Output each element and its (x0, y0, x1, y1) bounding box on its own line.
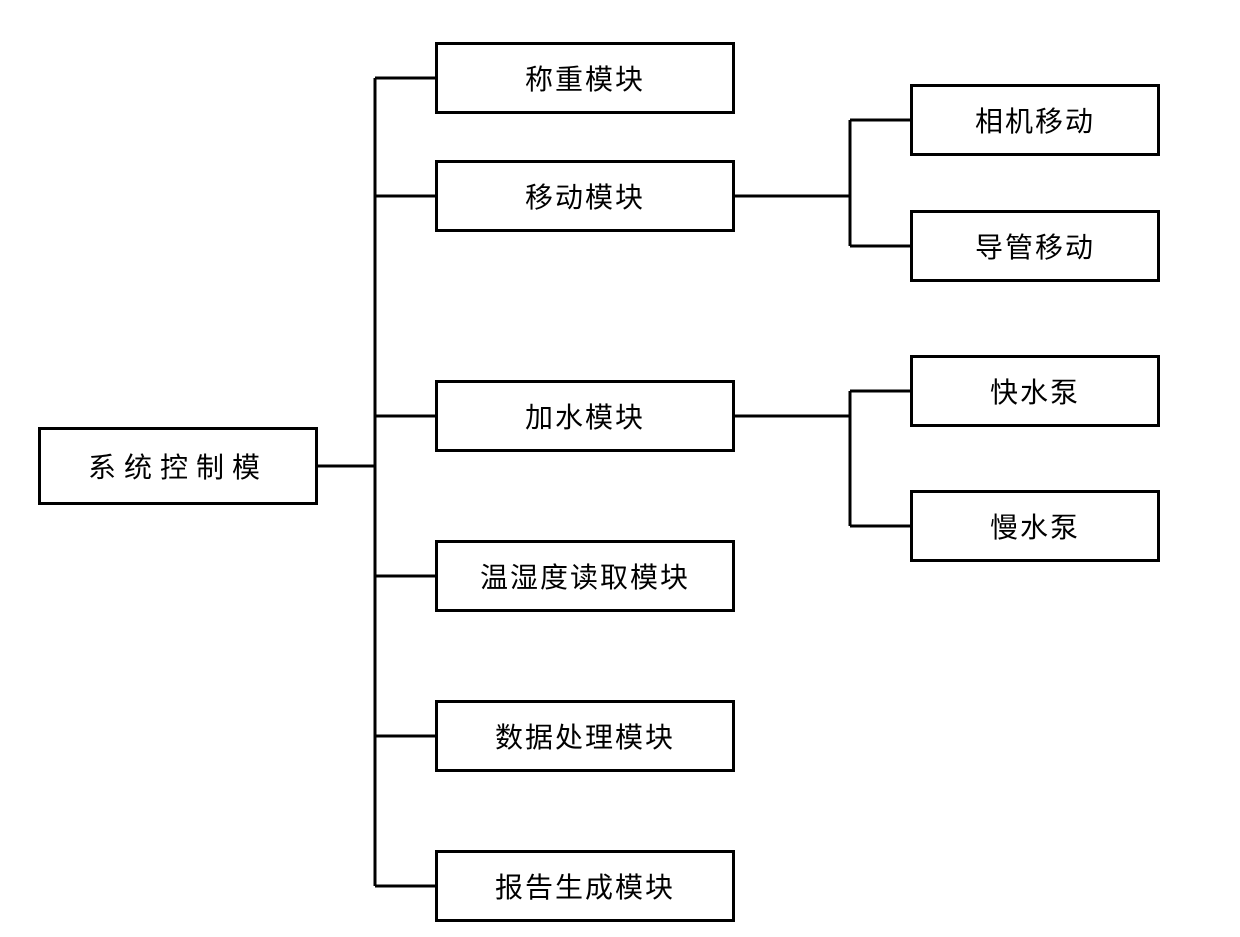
temphumid-label: 温湿度读取模块 (480, 556, 690, 596)
node-temphumid: 温湿度读取模块 (435, 540, 735, 612)
dataproc-label: 数据处理模块 (495, 716, 675, 756)
node-report: 报告生成模块 (435, 850, 735, 922)
fastpump-label: 快水泵 (990, 371, 1080, 411)
weighing-label: 称重模块 (525, 58, 645, 98)
node-dataproc: 数据处理模块 (435, 700, 735, 772)
camera-label: 相机移动 (975, 100, 1095, 140)
movement-label: 移动模块 (525, 176, 645, 216)
node-camera: 相机移动 (910, 84, 1160, 156)
report-label: 报告生成模块 (495, 866, 675, 906)
slowpump-label: 慢水泵 (990, 506, 1080, 546)
node-movement: 移动模块 (435, 160, 735, 232)
node-water: 加水模块 (435, 380, 735, 452)
node-slowpump: 慢水泵 (910, 490, 1160, 562)
root-node: 系统控制模 (38, 427, 318, 505)
root-label: 系统控制模 (88, 446, 268, 486)
node-weighing: 称重模块 (435, 42, 735, 114)
node-fastpump: 快水泵 (910, 355, 1160, 427)
node-tube: 导管移动 (910, 210, 1160, 282)
tube-label: 导管移动 (975, 226, 1095, 266)
water-label: 加水模块 (525, 396, 645, 436)
